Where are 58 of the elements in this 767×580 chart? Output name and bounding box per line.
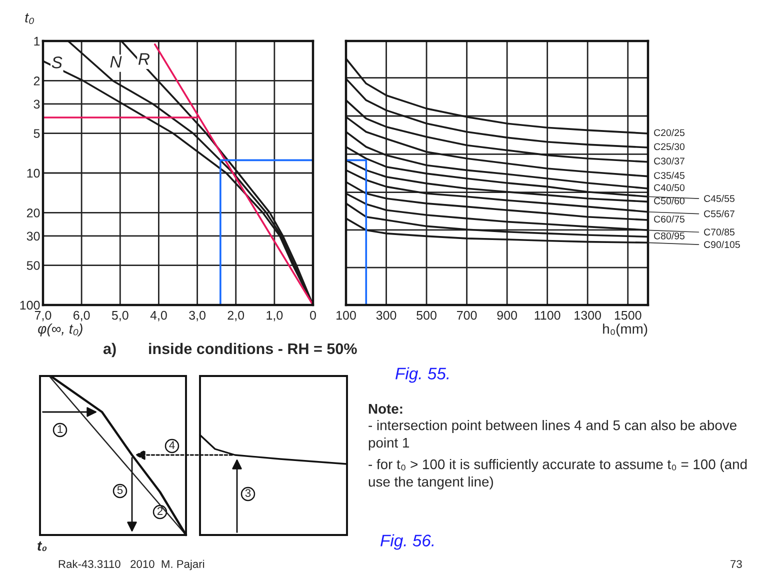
x-tick-label: 6,0 [74, 310, 90, 322]
text: 4 [169, 441, 175, 449]
x-tick-label: 1100 [534, 310, 560, 320]
x-tick-label: 500 [416, 310, 436, 320]
text: Rak-43.3110 2010 M. Pajari [58, 560, 204, 570]
series-label: C80/95 [654, 232, 684, 240]
series-label: R [138, 53, 150, 65]
text: C70/85 [704, 228, 734, 236]
text: - intersection point between lines 4 and 5 can also be above point 1 [368, 420, 736, 450]
text: C55/67 [704, 210, 734, 218]
text: 73 [730, 560, 742, 568]
x-tick-label: 100 [336, 310, 356, 320]
x-axis-title: h₀(mm) [603, 324, 648, 337]
series-label: C30/37 [654, 157, 684, 165]
x-tick-label: 1500 [614, 310, 642, 320]
y-tick-label: 5 [34, 129, 40, 138]
x-tick-label: 3,0 [189, 310, 206, 322]
caption: Fig. 55. [396, 367, 449, 383]
series-label: C60/75 [654, 215, 684, 223]
x-axis-title: φ(∞, t₀) [38, 323, 82, 336]
text: t₀ [38, 542, 47, 552]
x-tick-label: 2,0 [228, 310, 244, 322]
series-label: N [110, 56, 122, 68]
series-label: C50/60 [654, 197, 685, 204]
series-label: C20/25 [654, 128, 684, 136]
text: inside conditions - RH = 50% [149, 342, 357, 354]
text: 2 [157, 507, 163, 515]
x-tick-label: 0 [310, 310, 316, 320]
text: - for t₀ > 100 it is sufficiently accurate to assume t₀ = 100 (and use the tangent line) [368, 459, 747, 490]
y-tick-label: 50 [26, 261, 40, 270]
x-tick-label: 1,0 [266, 310, 283, 322]
text: 5 [117, 486, 123, 494]
text: C45/55 [704, 194, 734, 202]
y-tick-label: 20 [26, 208, 40, 218]
x-tick-label: 900 [497, 310, 518, 320]
y-tick-label: 100 [20, 300, 40, 310]
text: Note: [368, 404, 402, 414]
caption: Fig. 56. [380, 534, 434, 550]
x-tick-label: 700 [457, 310, 477, 320]
x-tick-label: 1300 [574, 310, 602, 320]
text: 1 [58, 425, 63, 433]
text: 3 [245, 489, 251, 497]
y-tick-label: 1 [34, 36, 40, 46]
y-tick-label: 10 [27, 168, 40, 178]
x-tick-label: 4,0 [150, 310, 167, 322]
text: C90/105 [704, 240, 740, 248]
series-label: C25/30 [654, 142, 685, 150]
x-tick-label: 5,0 [112, 310, 128, 322]
series-label: S [52, 56, 62, 68]
x-tick-label: 300 [376, 310, 396, 320]
y-tick-label: 30 [26, 232, 40, 241]
series-label: C35/45 [654, 172, 684, 179]
y-axis-title: t₀ [25, 13, 34, 24]
text: a) [103, 342, 116, 358]
y-tick-label: 3 [34, 100, 40, 109]
x-tick-label: 7,0 [34, 310, 52, 322]
y-tick-label: 2 [34, 76, 40, 86]
series-label: C40/50 [654, 184, 685, 192]
